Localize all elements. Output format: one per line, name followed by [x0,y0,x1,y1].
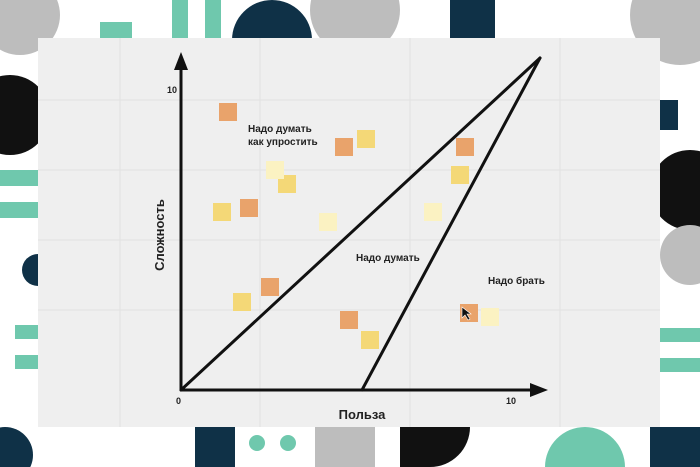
whiteboard [38,38,660,427]
y-arrow [174,52,188,70]
y-max-label: 10 [167,85,177,95]
zone-label: Надо думать [248,124,312,135]
zone-label: Надо думать [356,253,420,264]
zone-label: как упростить [248,137,318,148]
origin-label: 0 [176,396,181,406]
x-max-label: 10 [506,396,516,406]
zone-label: Надо брать [488,275,545,287]
y-title: Сложность [152,199,167,271]
x-title: Польза [339,407,387,422]
x-arrow [530,383,548,397]
diagram-lines [179,56,542,392]
cursor [461,306,472,321]
board-grid [38,38,660,427]
sticky-notes [213,103,499,349]
